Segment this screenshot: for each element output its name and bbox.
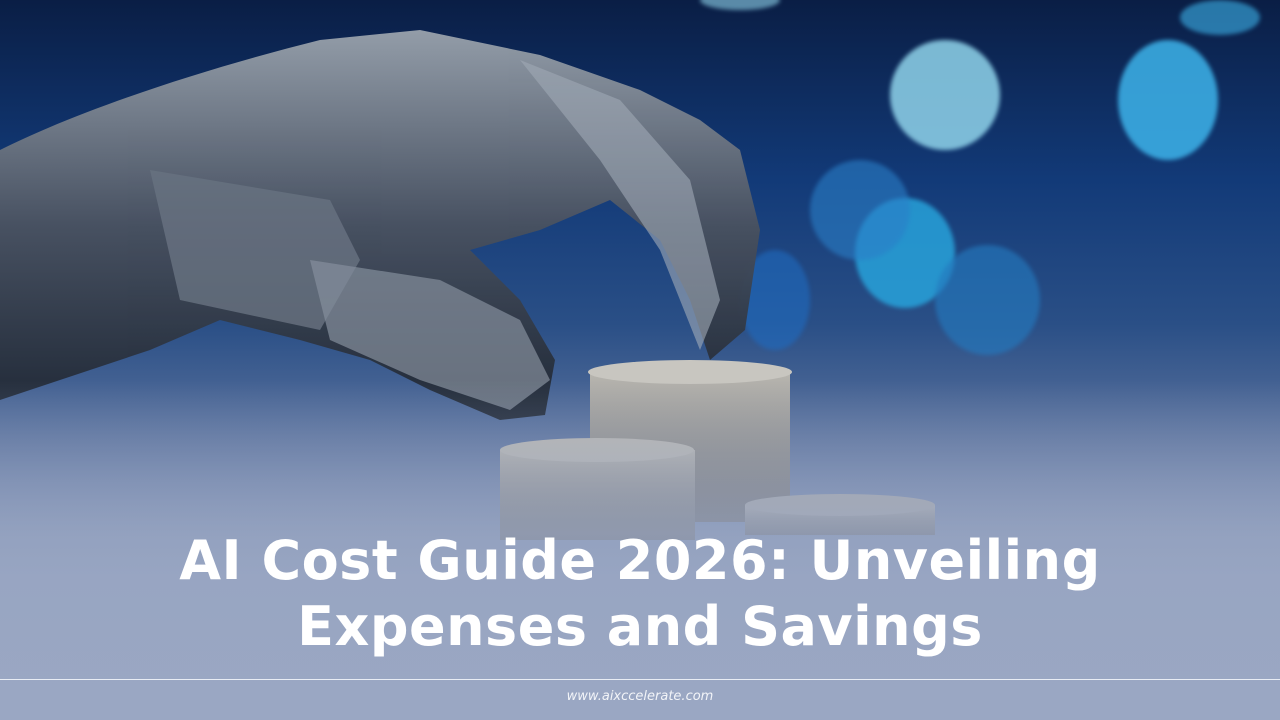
bokeh-light (1180, 0, 1260, 35)
bokeh-light (935, 245, 1040, 355)
bokeh-light (890, 40, 1000, 150)
website-url: www.aixccelerate.com (566, 689, 714, 704)
headline-line-2: Expenses and Savings (297, 595, 983, 658)
headline-line-1: AI Cost Guide 2026: Unveiling (179, 529, 1101, 592)
robot-arm (0, 30, 760, 420)
headline: AI Cost Guide 2026: Unveiling Expenses a… (0, 528, 1280, 660)
bokeh-light (1118, 40, 1218, 160)
bokeh-light (810, 160, 910, 260)
bottom-haze-overlay (0, 380, 1280, 720)
bokeh-light (700, 0, 780, 10)
footer-divider (0, 679, 1280, 680)
